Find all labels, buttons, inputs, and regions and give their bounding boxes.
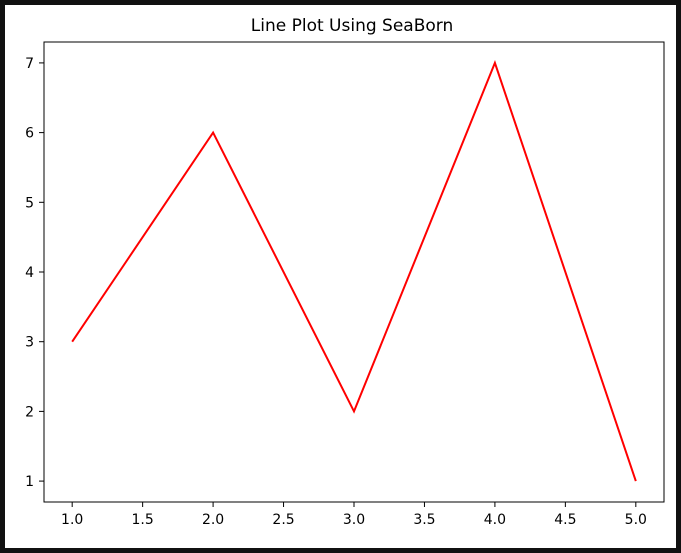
x-tick-label: 3.5: [413, 512, 435, 528]
y-tick-label: 4: [25, 265, 34, 281]
line-chart: Line Plot Using SeaBorn 1.0 1.5 2.0 2.5 3.0 3…: [25, 16, 665, 528]
y-tick-label: 6: [25, 126, 34, 142]
y-tick-label: 7: [25, 56, 34, 72]
x-tick-label: 2.0: [202, 512, 224, 528]
series-line-0: [71, 60, 637, 482]
x-axis: 1.0 1.5 2.0 2.5 3.0 3.5 4.0 4.5 5.0: [61, 502, 647, 528]
x-tick-label: 1.5: [132, 512, 154, 528]
y-tick-label: 2: [25, 404, 34, 420]
chart-figure: Line Plot Using SeaBorn 1.0 1.5 2.0 2.5 3.0 3…: [5, 5, 676, 548]
x-tick-label: 2.5: [272, 512, 294, 528]
x-tick-label: 5.0: [625, 512, 647, 528]
y-tick-label: 1: [25, 474, 34, 490]
x-tick-label: 3.0: [343, 512, 365, 528]
x-tick-label: 1.0: [61, 512, 83, 528]
chart-title: Line Plot Using SeaBorn: [251, 16, 453, 36]
series-layer: [71, 60, 637, 482]
y-tick-label: 3: [25, 335, 34, 351]
x-tick-label: 4.0: [484, 512, 506, 528]
y-tick-label: 5: [25, 195, 34, 211]
x-tick-label: 4.5: [554, 512, 576, 528]
y-axis: 1 2 3 4 5 6 7: [25, 56, 44, 490]
plot-area-frame: [43, 41, 665, 503]
